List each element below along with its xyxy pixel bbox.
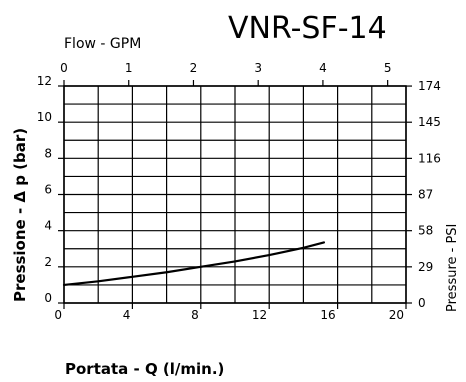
y-tick-label: 8 (44, 146, 52, 160)
chart-title: VNR-SF-14 (228, 11, 387, 46)
y-tick-label: 0 (44, 291, 52, 305)
y-tick-label: 4 (44, 219, 52, 233)
series (62, 241, 326, 287)
x-tick-label: 12 (252, 308, 267, 322)
top-tick-label: 4 (319, 61, 327, 75)
top-tick-label: 1 (125, 61, 133, 75)
top-tick-label: 2 (190, 61, 198, 75)
right-tick-label: 58 (418, 224, 433, 238)
y-tick-label: 2 (44, 255, 52, 269)
y-tick-label: 10 (37, 110, 52, 124)
y-tick-label: 6 (44, 183, 52, 197)
top-axis-label: Flow - GPM (64, 36, 141, 52)
right-tick-label: 0 (418, 296, 426, 310)
x-tick-label: 8 (191, 308, 199, 322)
right-tick-label: 116 (418, 151, 441, 165)
right-tick-label: 29 (418, 260, 433, 274)
right-tick-label: 174 (418, 79, 441, 93)
x-tick-label: 16 (320, 308, 335, 322)
grid (63, 85, 407, 304)
top-tick-label: 5 (384, 61, 392, 75)
x-axis-label: Portata - Q (l/min.) (65, 360, 224, 378)
x-tick-label: 0 (54, 308, 62, 322)
right-axis-label: Pressure - PSI (445, 224, 460, 312)
right-tick-label: 145 (418, 115, 441, 129)
x-tick-label: 20 (389, 308, 404, 322)
top-tick-label: 0 (60, 61, 68, 75)
y-axis-label: Pressione - Δ p (bar) (11, 128, 29, 302)
right-tick-label: 87 (418, 188, 433, 202)
x-tick-label: 4 (123, 308, 131, 322)
top-tick-label: 3 (254, 61, 262, 75)
y-tick-label: 12 (37, 74, 52, 88)
series-line (62, 241, 326, 287)
